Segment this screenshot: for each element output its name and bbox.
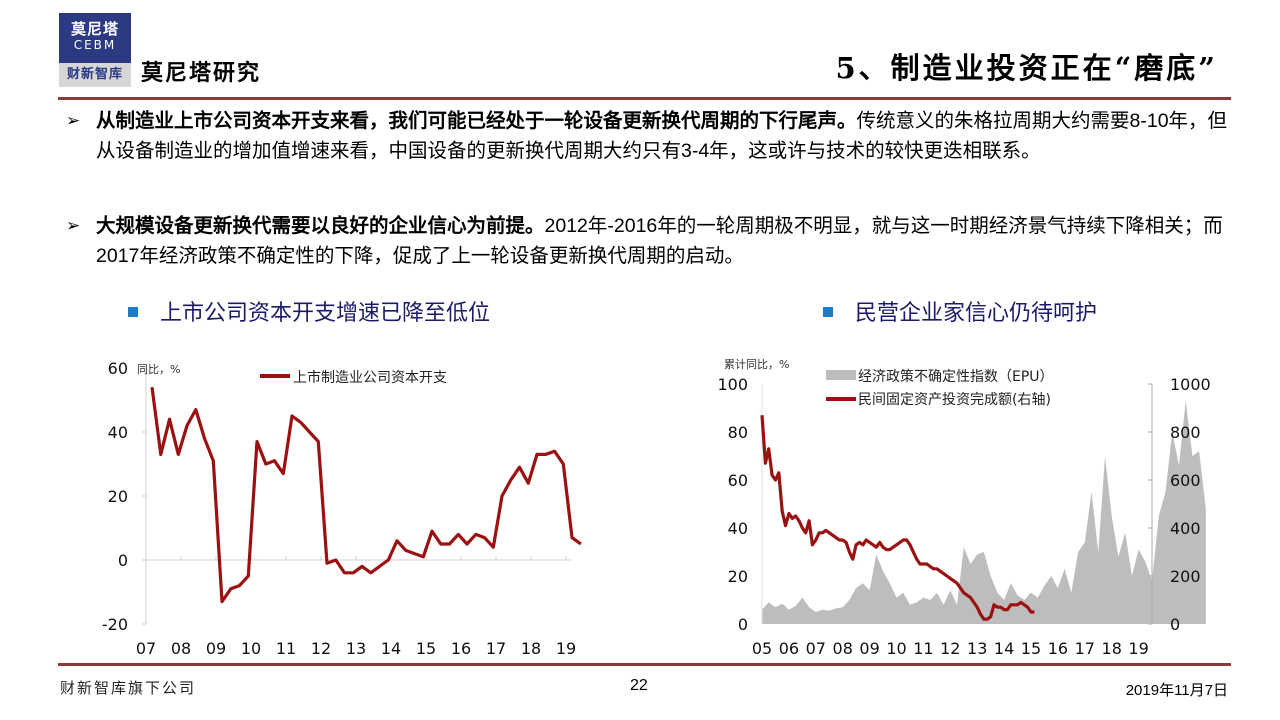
right-chart-title: 民营企业家信心仍待呵护 bbox=[823, 295, 1097, 327]
x-tick-label: 15 bbox=[416, 639, 436, 658]
page-title: 5、制造业投资正在“磨底” bbox=[835, 51, 1218, 85]
x-tick-label: 07 bbox=[806, 639, 826, 658]
bullet-body: 2012年-2016年的一轮周期极不明显，就与这一时期经济景气持续下降相关；而2… bbox=[96, 215, 1223, 267]
legend-label-investment: 民间固定资产投资完成额(右轴) bbox=[858, 392, 1051, 408]
bullet-bold-lead: 大规模设备更新换代需要以良好的企业信心为前提。 bbox=[96, 215, 545, 237]
logo-sub: 财新智库 bbox=[59, 63, 131, 87]
y-tick-label: -20 bbox=[102, 615, 128, 634]
x-tick-label: 17 bbox=[486, 639, 506, 658]
bullet-text: 从制造业上市公司资本开支来看，我们可能已经处于一轮设备更新换代周期的下行尾声。传… bbox=[96, 106, 1231, 166]
logo-en: CEBM bbox=[73, 38, 117, 52]
legend-area-swatch-icon bbox=[826, 370, 856, 380]
x-tick-label: 10 bbox=[241, 639, 261, 658]
x-tick-label: 19 bbox=[556, 639, 576, 658]
x-tick-label: 14 bbox=[381, 639, 401, 658]
y-tick-label: 20 bbox=[728, 567, 748, 586]
x-tick-label: 15 bbox=[1021, 639, 1041, 658]
legend-label-epu: 经济政策不确定性指数（EPU） bbox=[858, 368, 1054, 385]
y2-tick-label: 1000 bbox=[1170, 375, 1211, 394]
footer-date: 2019年11月7日 bbox=[1125, 682, 1228, 699]
y2-tick-label: 600 bbox=[1170, 471, 1201, 490]
x-tick-label: 16 bbox=[451, 639, 471, 658]
cebm-logo: 莫尼塔 CEBM 财新智库 bbox=[59, 13, 131, 87]
x-tick-label: 07 bbox=[136, 639, 156, 658]
x-tick-label: 14 bbox=[994, 639, 1014, 658]
x-tick-label: 13 bbox=[346, 639, 366, 658]
y-tick-label: 80 bbox=[728, 423, 748, 442]
square-bullet-icon bbox=[128, 307, 138, 318]
y-tick-label: 20 bbox=[108, 487, 128, 506]
bullet-point-1: ➢ 从制造业上市公司资本开支来看，我们可能已经处于一轮设备更新换代周期的下行尾声… bbox=[66, 106, 1231, 166]
x-tick-label: 08 bbox=[833, 639, 853, 658]
footer-divider bbox=[58, 663, 1231, 666]
x-tick-label: 11 bbox=[913, 639, 933, 658]
x-tick-label: 12 bbox=[940, 639, 960, 658]
y-tick-label: 100 bbox=[717, 375, 748, 394]
x-tick-label: 08 bbox=[171, 639, 191, 658]
private-investment-series-line bbox=[760, 415, 1035, 621]
y2-tick-label: 200 bbox=[1170, 567, 1201, 586]
arrow-bullet-icon: ➢ bbox=[66, 111, 81, 130]
y-tick-label: 40 bbox=[108, 423, 128, 442]
page-number: 22 bbox=[630, 677, 648, 694]
y-tick-label: 60 bbox=[728, 471, 748, 490]
legend-label: 上市制造业公司资本开支 bbox=[293, 369, 447, 386]
x-tick-label: 10 bbox=[886, 639, 906, 658]
x-tick-label: 17 bbox=[1075, 639, 1095, 658]
x-tick-label: 13 bbox=[967, 639, 987, 658]
footer-company: 财新智库旗下公司 bbox=[60, 679, 197, 697]
x-tick-label: 09 bbox=[859, 639, 879, 658]
y-tick-label: 0 bbox=[118, 551, 128, 570]
x-tick-label: 19 bbox=[1128, 639, 1148, 658]
y-axis-label: 同比，% bbox=[137, 363, 180, 376]
left-chart-title-text: 上市公司资本开支增速已降至低位 bbox=[160, 300, 491, 325]
header-divider bbox=[58, 97, 1231, 100]
x-tick-label: 18 bbox=[521, 639, 541, 658]
right-chart-title-text: 民营企业家信心仍待呵护 bbox=[855, 300, 1098, 325]
capex-series-line bbox=[150, 386, 582, 604]
y2-tick-label: 0 bbox=[1170, 615, 1180, 634]
y-tick-label: 0 bbox=[738, 615, 748, 634]
arrow-bullet-icon: ➢ bbox=[66, 216, 81, 235]
x-tick-label: 18 bbox=[1102, 639, 1122, 658]
x-tick-label: 05 bbox=[752, 639, 772, 658]
x-tick-label: 11 bbox=[276, 639, 296, 658]
brand-name: 莫尼塔研究 bbox=[141, 60, 262, 86]
bullet-body: 传统意义的朱格拉周期大约需要8-10年，但从设备制造业的增加值增速来看，中国设备… bbox=[96, 110, 1228, 162]
logo-top: 莫尼塔 CEBM bbox=[59, 13, 131, 63]
y2-tick-label: 800 bbox=[1170, 423, 1201, 442]
chart-axes: 60 40 20 0 -20 07 08 09 10 11 12 13 14 15 16 17 18 19 bbox=[102, 359, 576, 658]
x-tick-label: 16 bbox=[1048, 639, 1068, 658]
left-chart-title: 上市公司资本开支增速已降至低位 bbox=[128, 295, 490, 327]
bullet-bold-lead: 从制造业上市公司资本开支来看，我们可能已经处于一轮设备更新换代周期的下行尾声。 bbox=[96, 110, 857, 132]
bullet-point-2: ➢ 大规模设备更新换代需要以良好的企业信心为前提。2012年-2016年的一轮周… bbox=[66, 211, 1231, 271]
x-tick-label: 06 bbox=[779, 639, 799, 658]
y-axis-label: 累计同比，% bbox=[724, 358, 789, 371]
y-tick-label: 40 bbox=[728, 519, 748, 538]
square-bullet-icon bbox=[823, 307, 833, 318]
x-tick-label: 12 bbox=[311, 639, 331, 658]
capex-line-chart: 60 40 20 0 -20 07 08 09 10 11 12 13 14 15 16 17 18 19 同比，… bbox=[102, 359, 582, 658]
logo-cn: 莫尼塔 bbox=[70, 20, 119, 38]
y2-tick-label: 400 bbox=[1170, 519, 1201, 538]
y-tick-label: 60 bbox=[108, 359, 128, 378]
bullet-text: 大规模设备更新换代需要以良好的企业信心为前提。2012年-2016年的一轮周期极… bbox=[96, 211, 1231, 271]
epu-area-series bbox=[762, 400, 1206, 624]
x-tick-label: 09 bbox=[206, 639, 226, 658]
